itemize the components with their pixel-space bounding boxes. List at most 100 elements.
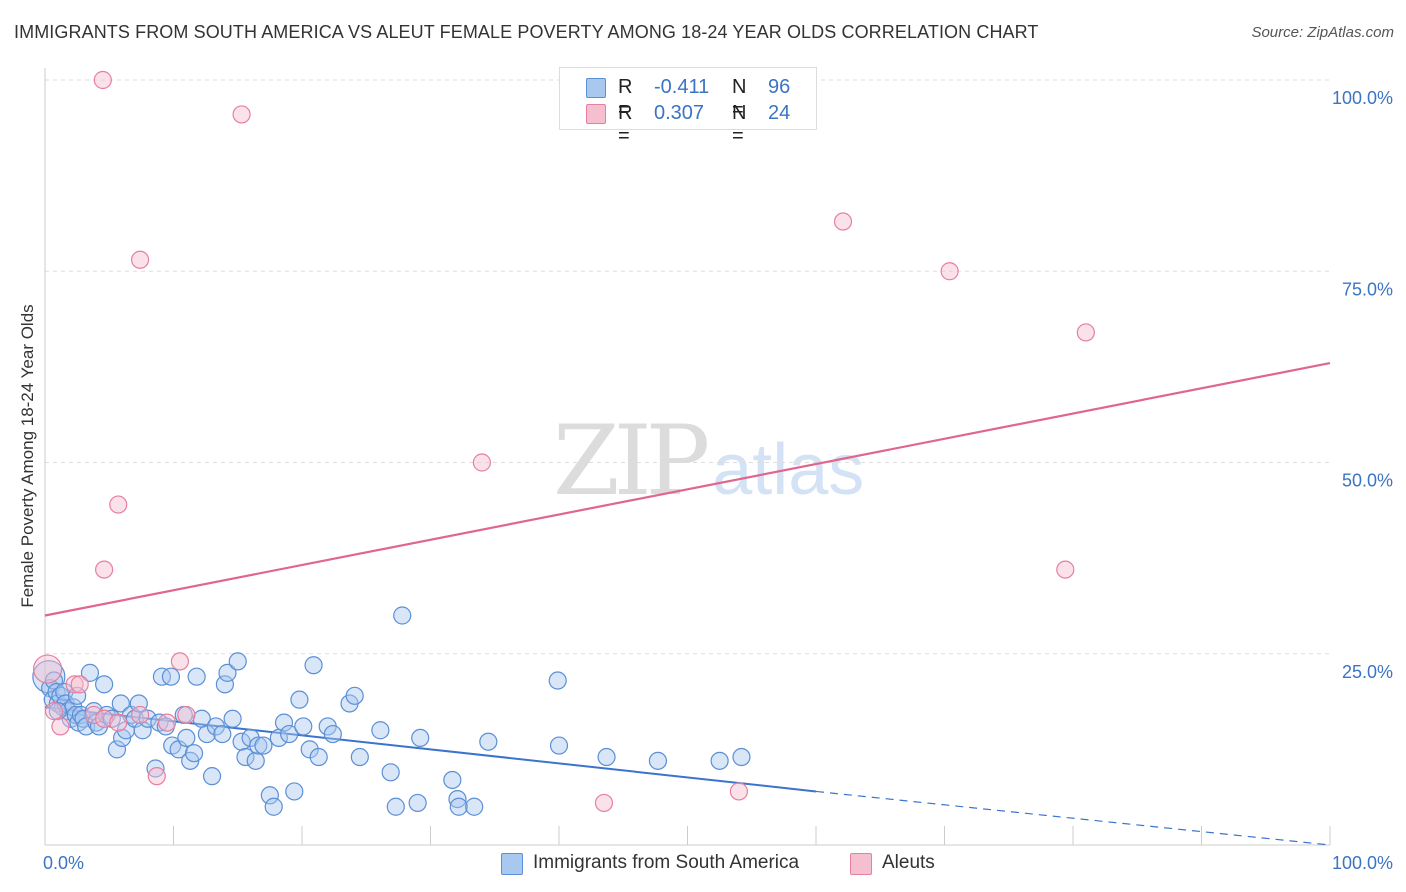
pink-point [940,262,959,281]
blue-point [213,724,232,744]
pink-point [833,212,853,231]
blue-point [648,751,668,770]
points-layer [32,70,1095,816]
blue-point [133,721,152,740]
legend-n-label: N = [732,102,747,147]
blue-point [249,736,268,755]
legend-n-label: N = [732,76,747,121]
blue-point [264,797,283,816]
legend-r-value: 0.307 [654,102,705,124]
blue-point [44,671,64,690]
blue-point [228,652,247,671]
blue-point [304,656,323,675]
blue-point [443,770,462,790]
blue-point [350,747,369,767]
pink-point [65,675,84,694]
pink-trend-line [44,361,1331,617]
blue-point [223,709,242,728]
y-tick-label: 100.0% [1332,88,1393,108]
legend-swatch-blue [586,78,606,98]
pink-point [594,793,614,813]
blue-point [161,667,181,686]
blue-point [448,789,467,809]
blue-point [411,728,430,748]
blue-point [187,667,206,686]
pink-point [147,767,166,786]
blue-point [236,747,255,767]
blue-point [381,763,400,782]
y-tick-label: 25.0% [1342,662,1393,682]
blue-point [48,702,67,721]
watermark: ZIPatlas [553,405,864,517]
watermark-zip: ZIP [553,405,710,517]
pink-point [177,705,196,725]
blue-point [408,793,427,813]
blue-trend-extension [815,790,1331,846]
blue-point [215,675,234,694]
tick-label-layer: 25.0% 50.0% 75.0% 100.0% 0.0% 100.0% [43,88,1393,873]
pink-point [232,105,251,124]
blue-point [449,797,468,816]
blue-point [107,740,127,759]
x-tick-label: 100.0% [1332,853,1393,873]
chart-title: IMMIGRANTS FROM SOUTH AMERICA VS ALEUT F… [14,22,1039,42]
grid-layer [45,79,1330,655]
pink-point [729,782,749,801]
chart-source: Source: ZipAtlas.com [1251,24,1394,41]
correlation-legend: R = -0.411 N = 96 R = 0.307 N = 24 [559,67,817,147]
bottom-legend-label: Aleuts [882,852,935,873]
trend-layer [44,361,1331,846]
pink-point [1076,323,1095,342]
blue-point [246,751,265,770]
blue-point [218,663,237,682]
blue-point [371,721,390,740]
legend-n-value: 24 [768,102,791,124]
pink-point [157,713,177,732]
blue-point [294,717,313,736]
legend-r-label: R = [618,76,633,121]
blue-point [146,759,165,778]
pink-point [109,713,128,732]
blue-point [290,690,309,709]
y-tick-label: 50.0% [1342,471,1393,491]
blue-point [479,732,498,751]
blue-point [177,728,196,748]
bottom-legend-label: Immigrants from South America [533,852,800,873]
pink-point [84,705,103,725]
blue-point [184,744,204,763]
blue-point [386,797,405,816]
legend-r-label: R = [618,102,633,147]
blue-point [285,782,304,801]
blue-point [202,767,222,786]
blue-point [548,671,567,690]
blue-point [254,736,273,755]
blue-point [68,686,87,705]
pink-point [32,654,63,684]
legend-swatch-pink [586,104,606,124]
x-tick-label: 0.0% [43,853,84,873]
pink-point [93,70,112,90]
blue-point [274,713,294,732]
pink-point [472,453,491,472]
blue-point [129,694,148,713]
blue-point [393,606,412,625]
pink-point [1056,560,1075,579]
pink-point [109,495,128,514]
blue-point [549,736,569,755]
y-axis-label: Female Poverty Among 18-24 Year Olds [18,304,37,608]
blue-point [465,797,484,816]
legend-n-value: 96 [768,76,791,98]
pink-point [95,709,114,728]
bottom-legend-swatch-blue [501,853,523,875]
pink-point [44,702,64,721]
y-tick-label: 75.0% [1342,279,1393,299]
blue-point [710,751,729,770]
pink-point [51,717,70,736]
pink-point [95,560,114,579]
blue-point [280,724,299,744]
blue-point [345,686,364,705]
legend-r-value: -0.411 [654,76,710,98]
blue-point [260,786,279,805]
blue-point [309,747,328,767]
